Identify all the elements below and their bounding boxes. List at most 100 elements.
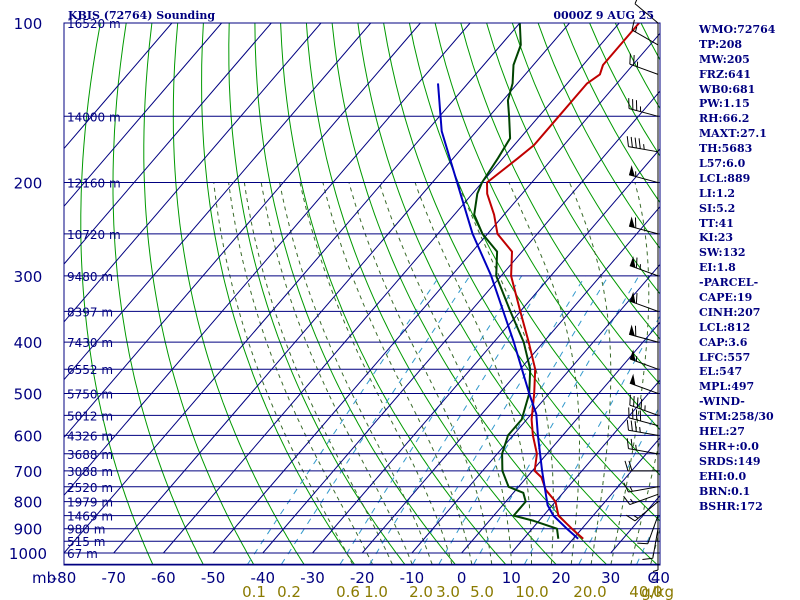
wind-barb-full [634, 137, 637, 149]
pressure-tick-label: 100 [14, 15, 43, 33]
mixing-ratio-tick-label: 40.0 [629, 583, 662, 600]
isotherm [361, 205, 660, 554]
index-item: CAP:3.6 [699, 335, 748, 349]
height-label: 3688 m [67, 448, 113, 462]
wind-barb-shaft [628, 225, 659, 235]
index-item: WMO:72764 [699, 23, 776, 36]
index-item: FRZ:641 [699, 67, 752, 81]
index-item: MAXT:27.1 [699, 127, 767, 141]
wind-barb-full [631, 19, 635, 31]
wind-barb [652, 539, 659, 572]
isotherm [461, 321, 660, 554]
wind-barb-full [626, 438, 629, 449]
pressure-tick-label: 300 [14, 268, 43, 286]
height-label: 5012 m [67, 409, 113, 423]
height-label: 16520 m [67, 17, 121, 31]
wind-barb [629, 373, 659, 394]
wind-barb-full [636, 397, 639, 408]
pressure-tick-label: 900 [14, 521, 43, 539]
wind-barb-full [637, 542, 648, 545]
wind-barb-full [633, 396, 635, 407]
isotherm [64, 23, 322, 323]
mixing-ratio-tick-label: 2.0 [409, 583, 433, 600]
wind-barb-full [626, 136, 629, 147]
mixing-ratio-line [411, 275, 586, 565]
index-item: EI:1.8 [699, 261, 736, 275]
mixing-ratio-line [281, 275, 471, 565]
wind-barb [634, 0, 659, 24]
temperature-tick-label: -80 [52, 569, 77, 587]
index-item: LCL:812 [699, 320, 751, 334]
index-item: TT:41 [699, 216, 734, 230]
isotherm [560, 437, 660, 554]
mixing-ratio-tick-label: 5.0 [470, 583, 494, 600]
temperature-tick-label: -20 [350, 569, 375, 587]
wind-barb-half [634, 26, 638, 33]
pressure-tick-label: 200 [14, 175, 43, 193]
wind-barb-flag [629, 256, 636, 268]
wind-barb-shaft [629, 493, 659, 506]
moist-adiabat [569, 182, 612, 565]
mixing-ratio-unit-label: g/kg [641, 583, 674, 600]
wind-barb [637, 515, 659, 545]
index-item: EHI:0.0 [699, 469, 747, 483]
wind-barb [626, 438, 659, 455]
wind-barb-shaft [634, 3, 659, 24]
index-item: CAPE:19 [699, 291, 753, 305]
height-label: 3088 m [67, 465, 113, 479]
moist-adiabat [457, 182, 554, 565]
wind-barb-shaft [628, 146, 659, 153]
wind-barb-flag [629, 324, 635, 336]
wind-barbs [623, 0, 659, 572]
wind-barb-flag [629, 373, 636, 386]
height-label: 7430 m [67, 336, 113, 350]
index-item: SHR+:0.0 [699, 439, 759, 453]
wind-barb-half [629, 486, 633, 492]
background-grid [64, 23, 660, 565]
mixing-ratio-tick-label: 0.1 [242, 583, 266, 600]
index-item: STM:258/30 [699, 410, 774, 424]
isotherm [64, 23, 471, 496]
isotherm [411, 263, 660, 554]
index-item: LCL:889 [699, 171, 751, 185]
wind-barb [628, 216, 659, 235]
wind-barb-full [626, 514, 636, 522]
height-label: 515 m [67, 535, 105, 549]
isotherm [64, 23, 372, 381]
wind-barb-half [630, 498, 634, 504]
height-label: 2520 m [67, 481, 113, 495]
moist-adiabat [610, 182, 650, 565]
moist-adiabat [630, 436, 660, 565]
wind-barb [623, 493, 659, 506]
pressure-tick-label: 600 [14, 427, 43, 445]
temperature-tick-label: -40 [251, 569, 276, 587]
wind-barb-half [639, 427, 641, 433]
mixing-ratio-tick-label: 0.2 [277, 583, 301, 600]
wind-barb-shaft [652, 528, 659, 559]
mixing-ratio-tick-label: 10.0 [515, 583, 548, 600]
wind-barb-flag [629, 165, 635, 177]
wind-barb-full [635, 293, 638, 304]
wind-barb-flag [629, 349, 636, 361]
temperature-tick-label: -50 [201, 569, 226, 587]
wind-barb [629, 256, 659, 277]
wind-barb-shaft [628, 486, 659, 493]
height-label: 1979 m [67, 496, 113, 510]
mixing-ratio-line [438, 275, 609, 565]
mixing-ratio-tick-label: 20.0 [573, 583, 606, 600]
height-label: 5750 m [67, 388, 113, 402]
index-item: BSHR:172 [699, 499, 763, 513]
height-label: 14000 m [67, 110, 121, 124]
temperature-tick-label: 0 [457, 569, 467, 587]
height-label: 8397 m [67, 305, 113, 319]
wind-barb [626, 136, 659, 153]
temperature-tick-label: -10 [400, 569, 425, 587]
wind-barb-half [633, 515, 639, 519]
height-label: 10720 m [67, 228, 121, 242]
wind-barb [628, 324, 659, 343]
height-label: 980 m [67, 523, 105, 537]
temperature-tick-label: -70 [101, 569, 126, 587]
wind-barb-shaft [647, 515, 659, 544]
